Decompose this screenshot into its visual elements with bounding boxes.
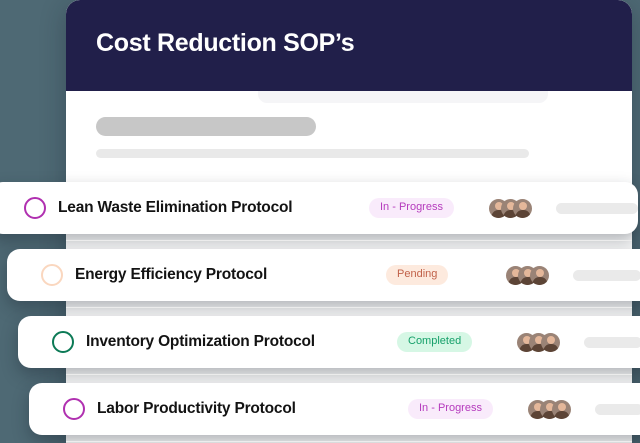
progress-track xyxy=(595,403,640,415)
task-row[interactable]: Lean Waste Elimination Protocol In - Prog… xyxy=(0,182,638,234)
progress-track xyxy=(584,336,640,348)
skeleton-text-placeholder xyxy=(96,149,529,158)
task-title: Energy Efficiency Protocol xyxy=(75,266,268,283)
progress-track xyxy=(573,269,640,281)
assignee-avatar-group[interactable] xyxy=(528,399,571,419)
skeleton-tab-placeholder xyxy=(258,91,548,103)
assignee-avatar-group[interactable] xyxy=(489,198,532,218)
avatar xyxy=(541,332,560,352)
status-ring-icon[interactable] xyxy=(63,398,85,420)
skeleton-heading-placeholder xyxy=(96,117,316,136)
task-row[interactable]: Energy Efficiency Protocol Pending xyxy=(7,249,640,301)
task-title: Inventory Optimization Protocol xyxy=(86,333,315,350)
status-badge[interactable]: Pending xyxy=(386,265,449,285)
card-header: Cost Reduction SOP’s xyxy=(66,0,632,91)
row-divider xyxy=(66,307,632,308)
status-badge[interactable]: In - Progress xyxy=(408,399,493,419)
task-title: Labor Productivity Protocol xyxy=(97,400,296,417)
status-ring-icon[interactable] xyxy=(52,331,74,353)
avatar xyxy=(530,265,549,285)
content-placeholder-area xyxy=(66,91,632,175)
status-badge[interactable]: Completed xyxy=(397,332,473,352)
task-row[interactable]: Labor Productivity Protocol In - Progress xyxy=(29,383,640,435)
row-divider xyxy=(66,240,632,241)
task-row[interactable]: Inventory Optimization Protocol Completed xyxy=(18,316,640,368)
status-ring-icon[interactable] xyxy=(24,197,46,219)
row-divider xyxy=(66,441,632,442)
row-divider xyxy=(66,374,632,375)
status-badge[interactable]: In - Progress xyxy=(369,198,454,218)
avatar xyxy=(552,399,571,419)
avatar xyxy=(513,198,532,218)
progress-track xyxy=(556,202,638,214)
page-title: Cost Reduction SOP’s xyxy=(96,29,355,57)
assignee-avatar-group[interactable] xyxy=(517,332,560,352)
assignee-avatar-group[interactable] xyxy=(506,265,549,285)
status-ring-icon[interactable] xyxy=(41,264,63,286)
task-title: Lean Waste Elimination Protocol xyxy=(58,199,293,216)
